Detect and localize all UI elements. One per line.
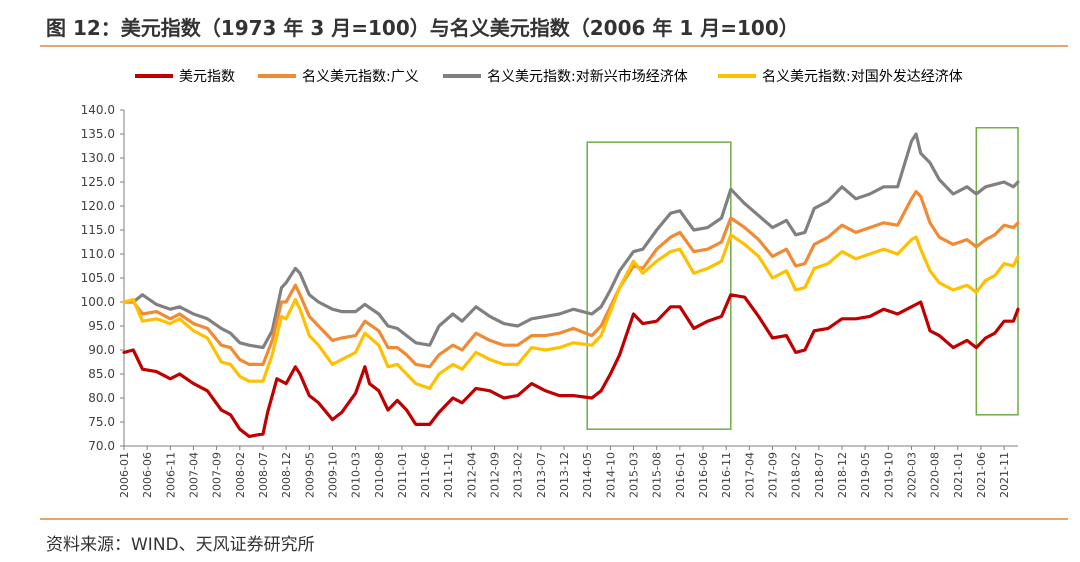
y-tick-label: 75.0 <box>88 415 115 429</box>
y-tick-label: 110.0 <box>81 247 115 261</box>
x-tick-label: 2016-11 <box>720 452 733 498</box>
x-tick-label: 2011-11 <box>442 452 455 498</box>
source-divider <box>40 518 1068 520</box>
y-tick-label: 70.0 <box>88 439 115 453</box>
series-lines <box>122 132 1020 438</box>
legend-label: 美元指数 <box>179 69 235 85</box>
x-tick-label: 2012-09 <box>489 452 502 498</box>
x-tick-label: 2014-05 <box>581 452 594 498</box>
x-tick-label: 2018-12 <box>836 452 849 498</box>
y-tick-label: 125.0 <box>81 175 115 189</box>
y-tick-label: 100.0 <box>81 295 115 309</box>
y-tick-label: 85.0 <box>88 367 115 381</box>
x-tick-label: 2013-12 <box>558 452 571 498</box>
x-tick-label: 2007-09 <box>211 452 224 498</box>
y-tick-label: 135.0 <box>81 127 115 141</box>
x-tick-label: 2021-11 <box>998 452 1011 498</box>
y-tick-label: 95.0 <box>88 319 115 333</box>
x-tick-label: 2020-08 <box>929 452 942 498</box>
x-tick-label: 2016-06 <box>697 452 710 498</box>
x-tick-label: 2016-01 <box>674 452 687 498</box>
chart-legend: 美元指数 名义美元指数:广义 名义美元指数:对新兴市场经济体 名义美元指数:对国外发达… <box>135 68 963 85</box>
x-tick-label: 2018-07 <box>813 452 826 498</box>
y-axis: 140.0 135.0 130.0 125.0 120.0 115.0 110.0 105.0… <box>81 103 125 453</box>
x-tick-label: 2007-04 <box>187 452 200 498</box>
x-tick-label: 2009-10 <box>326 452 339 498</box>
title-divider <box>40 45 1068 47</box>
x-tick-label: 2019-05 <box>859 452 872 498</box>
x-tick-label: 2011-06 <box>419 452 432 498</box>
x-tick-label: 2014-10 <box>604 452 617 498</box>
x-tick-label: 2010-08 <box>373 452 386 498</box>
highlight-boxes <box>586 127 1019 430</box>
line-chart: 美元指数 名义美元指数:广义 名义美元指数:对新兴市场经济体 名义美元指数:对国外发达… <box>81 68 1020 498</box>
x-tick-label: 2010-03 <box>350 452 363 498</box>
x-tick-label: 2019-10 <box>882 452 895 498</box>
source-note: 资料来源：WIND、天风证券研究所 <box>46 535 315 555</box>
legend-label: 名义美元指数:对新兴市场经济体 <box>487 68 688 85</box>
x-tick-label: 2013-02 <box>512 452 525 498</box>
x-tick-label: 2008-02 <box>234 452 247 498</box>
x-tick-label: 2006-01 <box>118 452 131 498</box>
legend-label: 名义美元指数:对国外发达经济体 <box>762 69 963 85</box>
y-tick-label: 120.0 <box>81 199 115 213</box>
series-line <box>122 190 1020 369</box>
x-tick-label: 2013-07 <box>535 452 548 498</box>
x-tick-label: 2017-04 <box>743 452 756 498</box>
x-tick-label: 2008-12 <box>280 452 293 498</box>
y-tick-label: 130.0 <box>81 151 115 165</box>
y-tick-label: 90.0 <box>88 343 115 357</box>
series-line <box>122 132 1020 350</box>
y-tick-label: 105.0 <box>81 271 115 285</box>
y-tick-label: 115.0 <box>81 223 115 237</box>
series-line <box>122 233 1020 390</box>
x-tick-label: 2020-03 <box>905 452 918 498</box>
highlight-box <box>975 127 1019 416</box>
x-tick-label: 2015-03 <box>628 452 641 498</box>
chart-title: 图 12：美元指数（1973 年 3 月=100）与名义美元指数（2006 年 … <box>46 16 799 40</box>
x-tick-label: 2017-09 <box>766 452 779 498</box>
x-tick-label: 2006-11 <box>164 452 177 498</box>
x-tick-label: 2006-06 <box>141 452 154 498</box>
y-tick-label: 80.0 <box>88 391 115 405</box>
x-tick-label: 2008-07 <box>257 452 270 498</box>
x-tick-label: 2012-04 <box>465 452 478 498</box>
x-tick-label: 2009-05 <box>303 452 316 498</box>
x-tick-label: 2015-08 <box>651 452 664 498</box>
x-tick-label: 2011-01 <box>396 452 409 498</box>
highlight-box <box>586 141 732 430</box>
x-tick-label: 2021-06 <box>975 452 988 498</box>
y-tick-label: 140.0 <box>81 103 115 117</box>
x-tick-label: 2018-02 <box>790 452 803 498</box>
x-tick-label: 2021-01 <box>952 452 965 498</box>
legend-label: 名义美元指数:广义 <box>302 69 419 85</box>
x-axis: 2006-01 2006-06 2006-11 2007-04 2007-09 2008-… <box>118 445 1018 498</box>
series-line <box>122 293 1020 438</box>
